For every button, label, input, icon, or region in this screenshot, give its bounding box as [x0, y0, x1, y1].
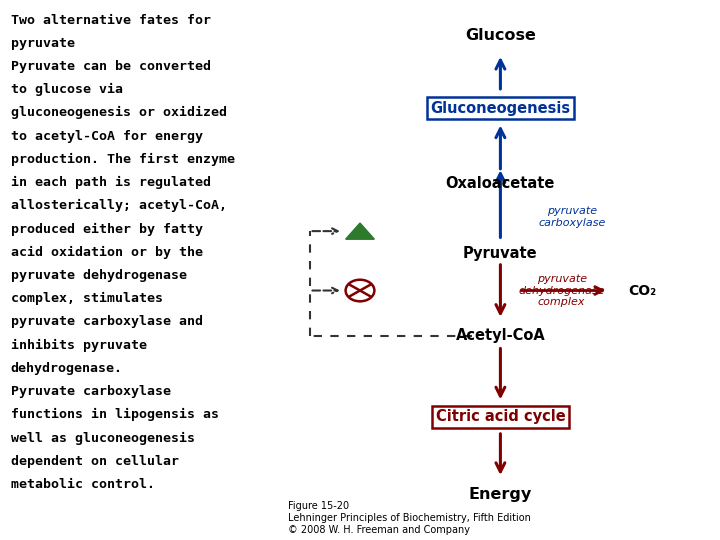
Text: well as gluconeogenesis: well as gluconeogenesis — [11, 431, 195, 444]
Text: complex, stimulates: complex, stimulates — [11, 292, 163, 305]
Text: acid oxidation or by the: acid oxidation or by the — [11, 246, 203, 259]
Text: Figure 15-20
Lehninger Principles of Biochemistry, Fifth Edition
© 2008 W. H. Fr: Figure 15-20 Lehninger Principles of Bio… — [288, 502, 531, 535]
Text: Two alternative fates for: Two alternative fates for — [11, 14, 211, 26]
Text: pyruvate dehydrogenase: pyruvate dehydrogenase — [11, 269, 186, 282]
Text: Pyruvate: Pyruvate — [463, 246, 538, 261]
Text: inhibits pyruvate: inhibits pyruvate — [11, 339, 147, 352]
Text: in each path is regulated: in each path is regulated — [11, 176, 211, 189]
Text: to acetyl-CoA for energy: to acetyl-CoA for energy — [11, 130, 203, 143]
Text: Citric acid cycle: Citric acid cycle — [436, 409, 565, 424]
Text: gluconeogenesis or oxidized: gluconeogenesis or oxidized — [11, 106, 227, 119]
Text: pyruvate
carboxylase: pyruvate carboxylase — [539, 206, 606, 228]
Circle shape — [346, 280, 374, 301]
Text: CO₂: CO₂ — [628, 284, 656, 298]
Text: Pyruvate carboxylase: Pyruvate carboxylase — [11, 385, 171, 398]
Text: pyruvate carboxylase and: pyruvate carboxylase and — [11, 315, 203, 328]
Text: Gluconeogenesis: Gluconeogenesis — [431, 100, 570, 116]
Text: Oxaloacetate: Oxaloacetate — [446, 176, 555, 191]
Text: production. The first enzyme: production. The first enzyme — [11, 153, 235, 166]
Text: Glucose: Glucose — [465, 28, 536, 43]
Text: Energy: Energy — [469, 487, 532, 502]
Polygon shape — [346, 223, 374, 239]
Text: pyruvate: pyruvate — [11, 37, 75, 50]
Text: dependent on cellular: dependent on cellular — [11, 455, 179, 468]
Text: allosterically; acetyl-CoA,: allosterically; acetyl-CoA, — [11, 199, 227, 212]
Text: to glucose via: to glucose via — [11, 83, 123, 96]
Text: functions in lipogensis as: functions in lipogensis as — [11, 408, 219, 421]
Text: dehydrogenase.: dehydrogenase. — [11, 362, 123, 375]
Text: Acetyl-CoA: Acetyl-CoA — [456, 328, 545, 343]
Text: metabolic control.: metabolic control. — [11, 478, 155, 491]
Text: pyruvate
dehydrogenase
complex: pyruvate dehydrogenase complex — [518, 274, 605, 307]
Text: produced either by fatty: produced either by fatty — [11, 222, 203, 235]
Text: Pyruvate can be converted: Pyruvate can be converted — [11, 60, 211, 73]
